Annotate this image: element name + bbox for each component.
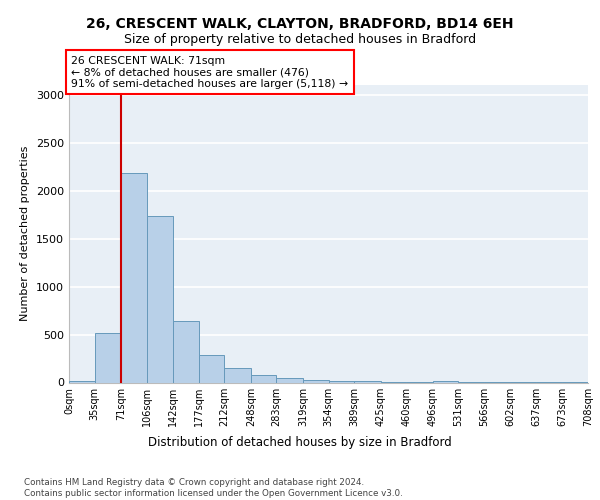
Bar [303,380,329,382]
Bar [277,378,303,382]
Text: 26, CRESCENT WALK, CLAYTON, BRADFORD, BD14 6EH: 26, CRESCENT WALK, CLAYTON, BRADFORD, BD… [86,18,514,32]
Text: 26 CRESCENT WALK: 71sqm
← 8% of detached houses are smaller (476)
91% of semi-de: 26 CRESCENT WALK: 71sqm ← 8% of detached… [71,56,349,89]
Bar [121,174,147,382]
Bar [329,380,354,382]
Bar [251,375,277,382]
Bar [354,381,380,382]
Bar [433,381,458,382]
Bar [173,321,199,382]
Bar [69,380,95,382]
Bar [147,216,173,382]
Text: Distribution of detached houses by size in Bradford: Distribution of detached houses by size … [148,436,452,449]
Bar [199,354,224,382]
Text: Size of property relative to detached houses in Bradford: Size of property relative to detached ho… [124,32,476,46]
Y-axis label: Number of detached properties: Number of detached properties [20,146,31,322]
Bar [95,332,121,382]
Text: Contains HM Land Registry data © Crown copyright and database right 2024.
Contai: Contains HM Land Registry data © Crown c… [24,478,403,498]
Bar [224,368,251,382]
